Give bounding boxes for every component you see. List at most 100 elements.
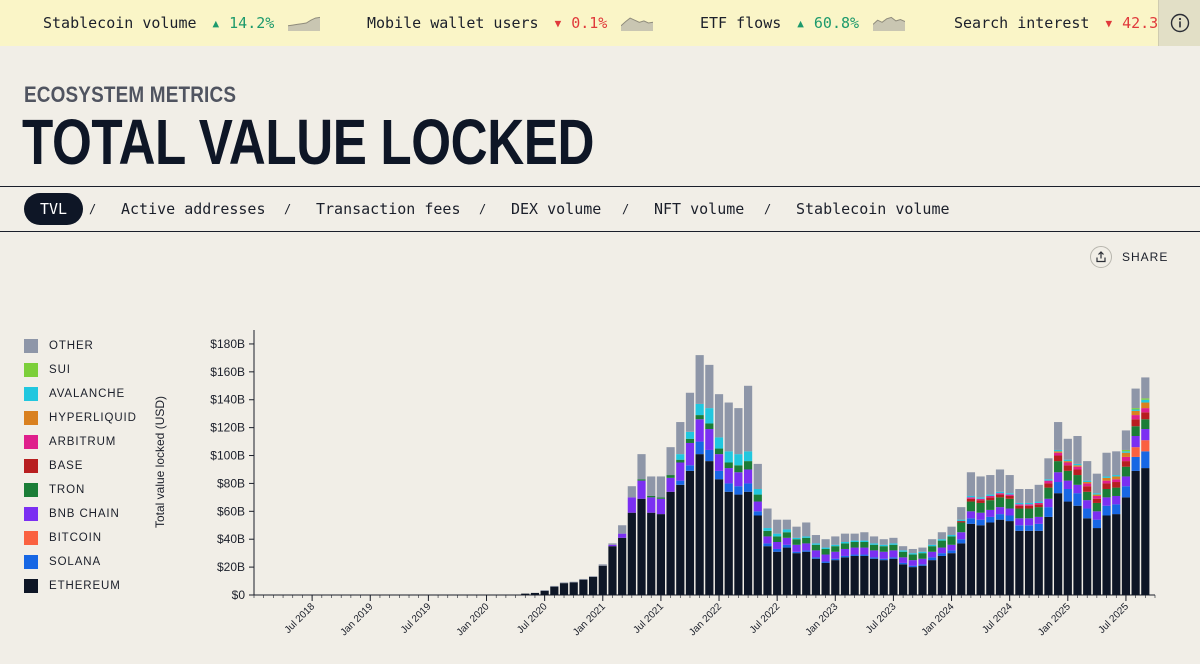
bar-segment-ethereum — [899, 564, 908, 595]
bar-segment-tron — [773, 536, 782, 542]
bar-segment-ethereum — [579, 579, 588, 595]
tab-stablecoin-volume[interactable]: Stablecoin volume — [796, 200, 950, 218]
bar-segment-tron — [792, 539, 801, 545]
bar-segment-avalanche — [744, 451, 753, 462]
ticker-item[interactable]: Mobile wallet users ▼ 0.1% — [367, 13, 654, 33]
bar-segment-other — [1054, 422, 1063, 450]
legend-swatch — [24, 411, 38, 425]
bar-segment-solana — [695, 441, 704, 455]
legend-item-avalanche[interactable]: AVALANCHE — [24, 387, 125, 401]
bar-segment-bnb-chain — [1083, 500, 1092, 509]
tab-active-addresses[interactable]: Active addresses — [121, 200, 266, 218]
bar-segment-base — [1121, 461, 1131, 467]
legend-item-tron[interactable]: TRON — [24, 483, 85, 497]
bar-segment-solana — [773, 548, 782, 552]
bar-segment-tron — [811, 544, 821, 551]
bar-segment-solana — [947, 550, 956, 554]
bar-segment-hyperliquid — [1092, 494, 1101, 496]
ticker-item[interactable]: ETF flows ▲ 60.8% — [700, 13, 906, 33]
x-tick-label: Jan 2025 — [1036, 601, 1073, 638]
legend-item-arbitrum[interactable]: ARBITRUM — [24, 435, 116, 449]
bar-segment-ethereum — [569, 582, 578, 595]
bar-segment-avalanche — [995, 491, 1005, 494]
legend-item-bitcoin[interactable]: BITCOIN — [24, 531, 102, 545]
tab-transaction-fees[interactable]: Transaction fees — [316, 200, 461, 218]
bar-segment-solana — [821, 561, 830, 563]
bar-segment-tron — [957, 522, 966, 533]
bar-segment-ethereum — [840, 557, 850, 595]
bar-segment-ethereum — [1063, 501, 1072, 595]
bar-segment-tron — [782, 532, 791, 538]
legend-item-ethereum[interactable]: ETHEREUM — [24, 579, 121, 593]
bar-segment-avalanche — [802, 536, 811, 538]
ticker-item[interactable]: Stablecoin volume ▲ 14.2% — [43, 13, 321, 33]
bar-segment-bnb-chain — [986, 509, 995, 517]
legend-item-sui[interactable]: SUI — [24, 363, 71, 377]
bar-segment-bnb-chain — [918, 558, 927, 565]
bar-segment-other — [608, 543, 617, 545]
bar-segment-ethereum — [734, 494, 743, 595]
bar-segment-ethereum — [811, 558, 821, 595]
bar-segment-tron — [705, 423, 714, 430]
bar-segment-solana — [937, 553, 946, 556]
tab-nft-volume[interactable]: NFT volume — [654, 200, 745, 218]
bar-segment-bnb-chain — [908, 560, 917, 566]
bar-segment-solana — [753, 511, 762, 516]
bar-segment-bnb-chain — [1005, 508, 1014, 516]
bar-segment-ethereum — [1112, 514, 1121, 595]
bar-segment-bnb-chain — [1063, 480, 1072, 489]
legend-item-base[interactable]: BASE — [24, 459, 83, 473]
bar-segment-other — [908, 548, 917, 554]
bar-segment-other — [598, 564, 607, 566]
bar-segment-bitcoin — [1131, 447, 1140, 457]
bar-segment-solana — [1044, 507, 1053, 517]
bar-segment-ethereum — [627, 512, 636, 595]
bar-segment-ethereum — [1083, 518, 1092, 595]
bar-segment-other — [744, 385, 753, 452]
bar-segment-base — [1141, 412, 1150, 420]
bar-segment-solana — [1092, 519, 1101, 529]
bar-segment-avalanche — [1034, 501, 1043, 503]
bar-segment-avalanche — [1092, 493, 1101, 495]
bar-segment-tron — [676, 459, 685, 463]
bar-segment-ethereum — [608, 546, 617, 595]
bar-segment-solana — [976, 519, 985, 526]
share-icon-wrap — [1090, 246, 1112, 268]
legend-label: AVALANCHE — [49, 388, 126, 400]
bar-segment-other — [1005, 475, 1014, 494]
bar-segment-solana — [995, 514, 1005, 520]
tab-dex-volume[interactable]: DEX volume — [511, 200, 602, 218]
bar-segment-other — [1121, 430, 1131, 450]
legend-swatch — [24, 531, 38, 545]
bar-segment-tron — [802, 537, 811, 544]
bar-segment-base — [1054, 455, 1063, 462]
bar-segment-base — [1044, 483, 1053, 488]
x-tick-label: Jan 2020 — [455, 601, 492, 638]
tab-tvl[interactable]: TVL — [24, 193, 84, 225]
bar-segment-arbitrum — [995, 493, 1005, 495]
bar-segment-base — [986, 497, 995, 501]
bar-segment-base — [1063, 465, 1072, 471]
bar-segment-other — [802, 522, 811, 537]
bar-segment-ethereum — [937, 555, 946, 595]
bar-segment-other — [821, 539, 830, 548]
share-button[interactable]: SHARE — [1090, 246, 1168, 268]
bar-segment-other — [734, 408, 743, 455]
bar-segment-other — [957, 507, 966, 520]
info-icon — [1170, 13, 1189, 33]
bar-segment-avalanche — [1112, 475, 1121, 477]
bar-segment-tron — [1112, 487, 1121, 496]
legend-item-bnb-chain[interactable]: BNB CHAIN — [24, 507, 120, 521]
bar-segment-arbitrum — [976, 498, 985, 501]
sparkline-line — [288, 16, 321, 27]
bar-segment-avalanche — [869, 543, 879, 545]
legend-item-solana[interactable]: SOLANA — [24, 555, 101, 569]
bar-segment-other — [782, 519, 791, 530]
bar-segment-avalanche — [986, 494, 995, 496]
legend-item-hyperliquid[interactable]: HYPERLIQUID — [24, 411, 137, 425]
bar-segment-tron — [918, 553, 927, 559]
bar-segment-solana — [676, 480, 685, 485]
info-button[interactable] — [1158, 0, 1200, 46]
bar-segment-ethereum — [656, 514, 665, 595]
legend-item-other[interactable]: OTHER — [24, 339, 94, 353]
